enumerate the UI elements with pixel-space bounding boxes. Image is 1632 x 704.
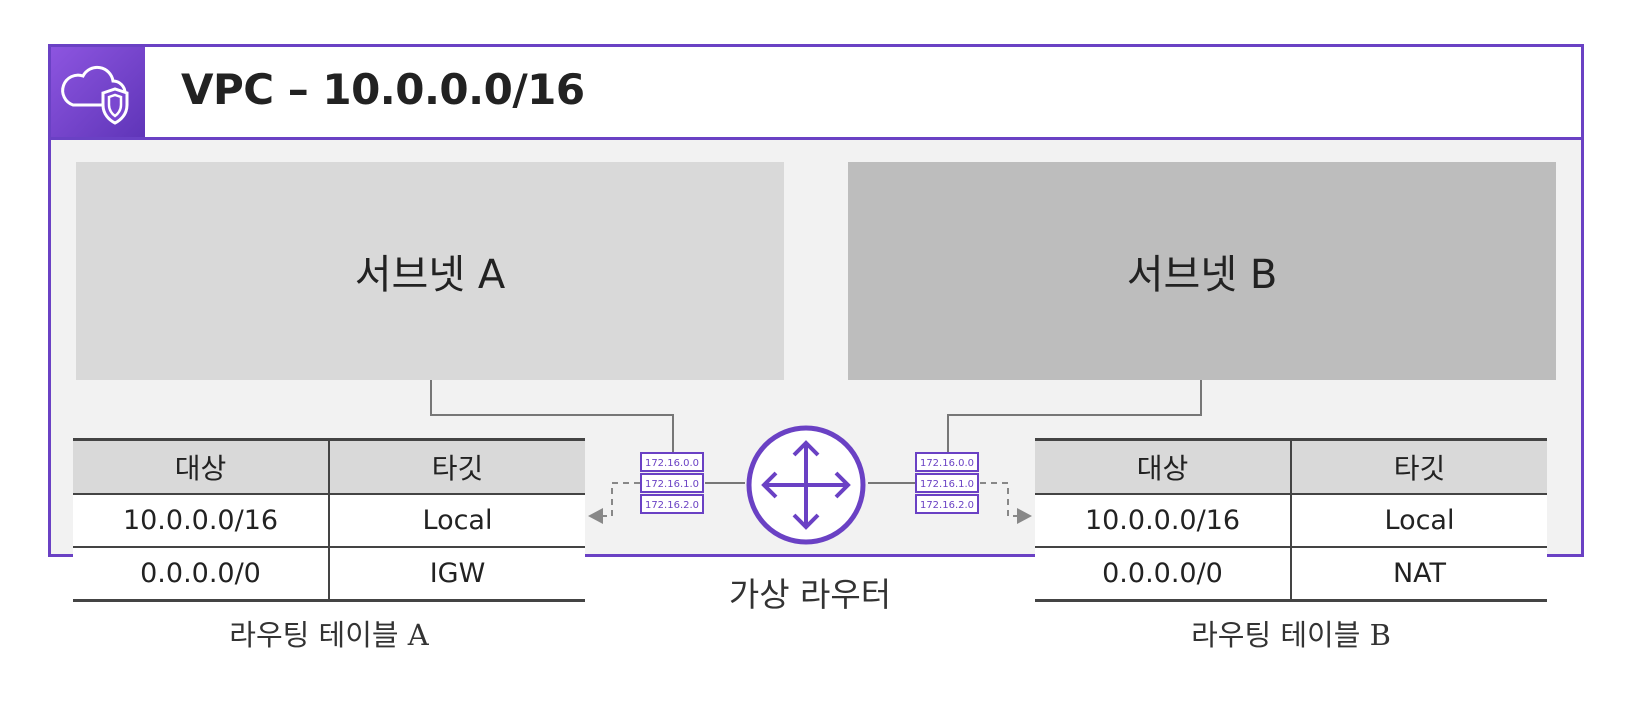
- subnet-b-label: 서브넷 B: [1126, 252, 1278, 298]
- route-table-a-caption: 라우팅 테이블 A: [229, 618, 429, 652]
- table-cell: 10.0.0.0/16: [122, 505, 279, 536]
- column-header: 대상: [1136, 452, 1189, 485]
- table-row: 0.0.0.0/0 NAT: [1035, 548, 1547, 599]
- table-header-row: 대상 타깃: [1035, 441, 1547, 495]
- subnet-a-label: 서브넷 A: [354, 252, 506, 298]
- table-header-row: 대상 타깃: [73, 441, 585, 495]
- table-cell: IGW: [328, 548, 585, 599]
- cloud-shield-icon: [51, 47, 145, 137]
- arrow-left-icon: [588, 508, 603, 524]
- router-label: 가상 라우터: [728, 575, 892, 614]
- table-row: 10.0.0.0/16 Local: [73, 495, 585, 548]
- subnet-b: 서브넷 B: [848, 162, 1556, 380]
- router-icon: [746, 425, 866, 545]
- table-cell: 10.0.0.0/16: [1084, 505, 1241, 536]
- subnet-a: 서브넷 A: [76, 162, 784, 380]
- column-header: 타깃: [328, 441, 585, 493]
- router-entry: 172.16.2.0: [645, 500, 699, 511]
- router-entry: 172.16.1.0: [645, 479, 699, 490]
- table-cell: Local: [1290, 495, 1547, 546]
- table-cell: 0.0.0.0/0: [140, 558, 261, 589]
- router-entry: 172.16.2.0: [920, 500, 974, 511]
- arrow-right-icon: [1017, 508, 1032, 524]
- table-cell: 0.0.0.0/0: [1102, 558, 1223, 589]
- router-table-icon-left: 172.16.0.0 172.16.1.0 172.16.2.0: [640, 452, 704, 514]
- route-table-b-caption: 라우팅 테이블 B: [1191, 618, 1391, 652]
- column-header: 대상: [174, 452, 227, 485]
- router-table-icon-right: 172.16.0.0 172.16.1.0 172.16.2.0: [915, 452, 979, 514]
- router-entry: 172.16.0.0: [920, 458, 974, 469]
- vpc-header: VPC – 10.0.0.0/16: [51, 47, 1581, 140]
- route-table-a: 대상 타깃 10.0.0.0/16 Local 0.0.0.0/0 IGW: [73, 438, 585, 602]
- table-cell: NAT: [1290, 548, 1547, 599]
- table-row: 10.0.0.0/16 Local: [1035, 495, 1547, 548]
- table-cell: Local: [328, 495, 585, 546]
- vpc-title: VPC – 10.0.0.0/16: [181, 65, 585, 114]
- table-row: 0.0.0.0/0 IGW: [73, 548, 585, 599]
- route-table-b: 대상 타깃 10.0.0.0/16 Local 0.0.0.0/0 NAT: [1035, 438, 1547, 602]
- router-entry: 172.16.1.0: [920, 479, 974, 490]
- column-header: 타깃: [1290, 441, 1547, 493]
- router-entry: 172.16.0.0: [645, 458, 699, 469]
